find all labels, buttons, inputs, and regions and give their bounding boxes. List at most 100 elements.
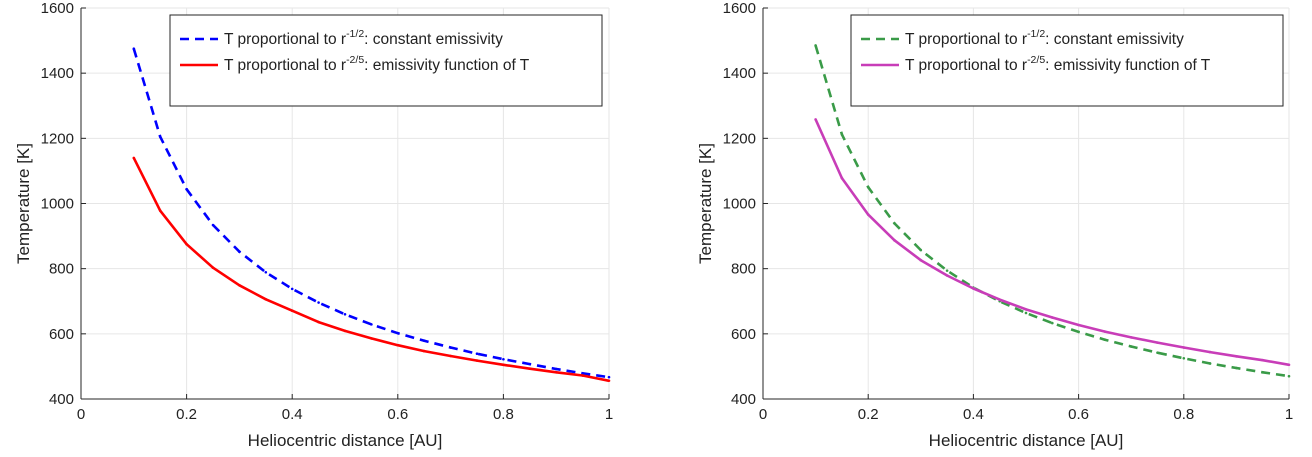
y-tick-label: 600 [731,326,756,343]
data-point [814,44,817,47]
data-point [211,266,215,269]
legend-entry: T proportional to r-1/2: constant emissi… [224,28,503,48]
legend-entry: T proportional to r-1/2: constant emissi… [905,28,1184,48]
data-point [1261,370,1264,374]
data-point [475,359,479,362]
legend-box [169,14,603,107]
data-point [449,346,452,349]
legend-entry: T proportional to r-2/5: emissivity func… [905,54,1211,74]
x-tick-label: 0.6 [387,406,408,423]
x-tick-label: 0.4 [282,406,303,423]
data-point [1103,338,1107,341]
data-point [1235,366,1238,370]
x-tick-label: 1 [1285,406,1293,423]
data-point [554,370,558,374]
data-point [264,297,268,301]
data-point [211,223,215,227]
data-point [840,176,844,180]
y-axis-title: Temperature [K] [14,143,33,264]
legend: T proportional to r-1/2: constant emissi… [850,14,1284,107]
chart-panel-1: 0 0.2 0.4 0.6 0.8 14006008001000120014001600H… [14,0,613,450]
data-point [1024,308,1028,311]
x-axis-title: Heliocentric distance [AU] [248,431,443,450]
data-point [158,209,162,212]
data-point [449,354,452,358]
y-tick-label: 1000 [41,196,74,213]
data-point [1129,336,1133,339]
x-tick-label: 1 [605,406,613,423]
data-point [158,135,162,139]
x-axis-title: Heliocentric distance [AU] [929,431,1124,450]
data-point [1077,323,1080,327]
y-tick-label: 400 [731,391,756,408]
data-point [1261,358,1264,362]
data-point [132,156,136,160]
data-point [814,118,817,121]
x-tick-label: 0.2 [858,406,879,423]
data-point [502,363,505,367]
y-tick-label: 1000 [723,196,756,213]
data-point [528,362,532,366]
data-point [528,367,532,370]
data-point [893,222,896,225]
y-tick-label: 800 [731,261,756,278]
data-point [1182,346,1186,349]
chart-panel-2: 0 0.2 0.4 0.6 0.8 14006008001000120014001600H… [696,0,1293,450]
data-point [396,343,400,347]
series-1 [132,47,611,379]
data-point [317,320,320,324]
data-point [893,239,896,242]
y-tick-label: 1200 [41,130,74,147]
data-point [132,47,136,51]
data-point [1051,316,1054,319]
data-point [554,367,558,371]
data-point [238,283,241,287]
data-point [866,185,870,189]
series-1 [814,44,1291,378]
legend-exponent: -2/5 [346,54,364,66]
data-point [945,269,949,272]
data-point [1103,330,1107,333]
data-point [1208,350,1212,354]
data-point [1077,330,1080,334]
data-point [185,187,188,191]
y-axis-title: Temperature [K] [696,143,715,264]
legend-prefix: T proportional to r [905,31,1027,48]
data-point [1287,374,1291,378]
data-point [998,298,1001,301]
y-tick-label: 1600 [41,0,74,17]
data-point [422,339,426,342]
x-tick-label: 0.8 [493,406,514,423]
y-tick-label: 600 [49,326,74,343]
data-point [1182,356,1186,360]
series-2 [132,156,611,383]
data-point [1129,345,1133,348]
data-point [945,274,949,277]
legend-suffix: : constant emissivity [364,31,503,48]
data-point [317,301,320,304]
y-tick-label: 1200 [723,130,756,147]
legend-suffix: : emissivity function of T [1045,57,1211,74]
legend-prefix: T proportional to r [905,57,1027,74]
data-point [919,258,923,262]
data-point [1156,351,1159,355]
x-tick-label: 0 [759,406,767,423]
data-point [370,337,373,340]
legend-exponent: -1/2 [346,28,364,40]
data-point [185,242,188,246]
data-point [1235,355,1238,358]
x-tick-label: 0.4 [963,406,984,423]
data-point [396,331,400,335]
y-tick-label: 1400 [41,65,74,82]
legend-prefix: T proportional to r [224,31,346,48]
legend-suffix: : constant emissivity [1045,31,1184,48]
y-tick-label: 1400 [723,65,756,82]
y-tick-label: 800 [49,261,74,278]
x-tick-label: 0.8 [1173,406,1194,423]
series-2 [814,118,1291,367]
data-point [866,213,870,216]
legend-box [850,14,1284,107]
data-point [238,250,241,254]
data-point [264,270,268,274]
